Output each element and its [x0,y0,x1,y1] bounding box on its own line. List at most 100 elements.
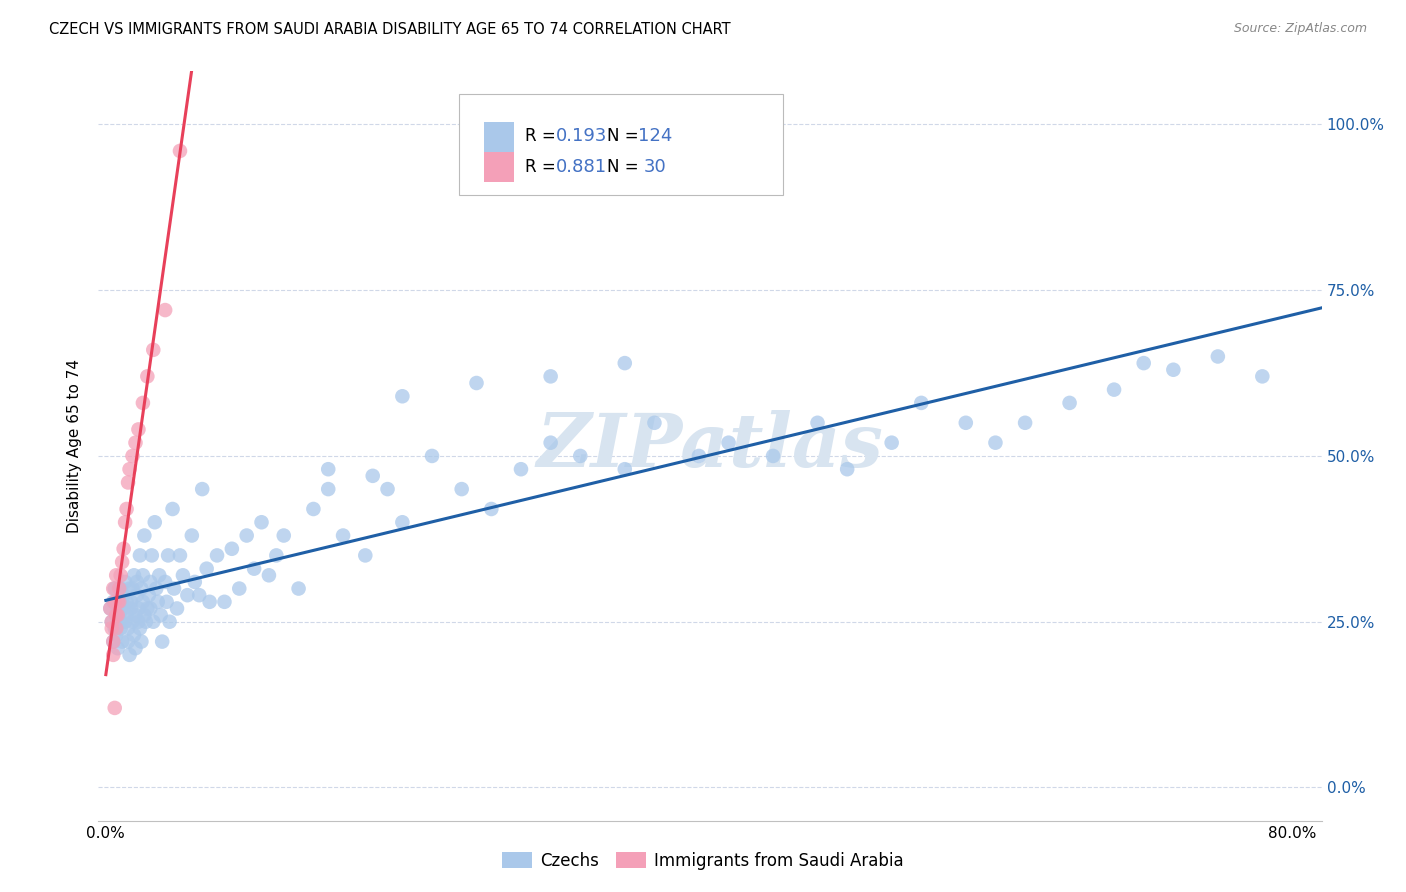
Point [176,588,198,602]
FancyBboxPatch shape [484,152,515,181]
Text: R =: R = [526,158,561,176]
Point [124,641,146,656]
Point [138,588,160,602]
Point [134,608,156,623]
Point [100,615,122,629]
Point [762,449,785,463]
Point [195,562,218,576]
Point [143,515,166,529]
Point [104,621,127,635]
Point [169,549,191,563]
Point [142,615,165,629]
Point [105,621,128,635]
Point [643,416,665,430]
Point [228,582,250,596]
Text: R =: R = [526,127,561,145]
Point [149,608,172,623]
Point [153,303,176,318]
Point [243,562,266,576]
FancyBboxPatch shape [484,122,515,153]
Point [112,541,135,556]
Text: N =: N = [607,127,644,145]
Point [540,435,562,450]
Point [121,582,143,596]
Point [110,568,132,582]
Point [159,615,181,629]
Point [122,568,145,582]
Point [569,449,592,463]
Point [107,595,129,609]
Point [191,482,214,496]
Text: N =: N = [607,158,644,176]
Point [316,482,339,496]
Point [111,555,134,569]
Point [103,595,125,609]
Point [172,568,194,582]
Point [157,549,180,563]
Point [955,416,977,430]
Point [148,568,170,582]
Point [104,701,127,715]
Point [118,648,141,662]
Point [103,648,125,662]
Text: ZIPatlas: ZIPatlas [537,409,883,483]
Point [115,595,138,609]
Point [112,588,135,602]
Point [184,574,207,589]
Point [104,582,127,596]
Point [120,595,142,609]
Point [110,615,132,629]
Point [98,601,121,615]
Point [129,549,152,563]
Point [688,449,710,463]
Point [142,343,165,357]
Point [910,396,932,410]
Point [163,582,186,596]
Point [180,528,202,542]
Point [1132,356,1154,370]
Point [302,502,325,516]
Point [100,621,122,635]
Point [880,435,903,450]
Point [169,144,191,158]
Point [121,615,143,629]
Point [377,482,399,496]
Point [214,595,236,609]
Point [139,574,162,589]
Text: CZECH VS IMMIGRANTS FROM SAUDI ARABIA DISABILITY AGE 65 TO 74 CORRELATION CHART: CZECH VS IMMIGRANTS FROM SAUDI ARABIA DI… [49,22,731,37]
Point [114,574,136,589]
Point [146,595,169,609]
Point [221,541,243,556]
Point [1251,369,1274,384]
Point [136,601,159,615]
Point [108,595,131,609]
Point [125,588,148,602]
Point [111,595,134,609]
Point [139,601,162,615]
Point [717,435,740,450]
Point [110,582,132,596]
Point [984,435,1007,450]
Point [108,582,131,596]
Point [108,595,131,609]
Point [121,449,143,463]
Point [266,549,288,563]
Point [450,482,472,496]
Point [332,528,354,542]
Text: 0.881: 0.881 [555,158,607,176]
Point [391,389,413,403]
Text: 0.193: 0.193 [555,127,607,145]
Text: 30: 30 [644,158,666,176]
Point [1206,350,1229,364]
Point [145,582,167,596]
Point [837,462,859,476]
Point [134,528,156,542]
Point [1102,383,1125,397]
Point [118,462,141,476]
Point [108,608,131,623]
Point [117,475,139,490]
Point [111,634,134,648]
Point [105,628,128,642]
Point [136,369,159,384]
Point [235,528,257,542]
